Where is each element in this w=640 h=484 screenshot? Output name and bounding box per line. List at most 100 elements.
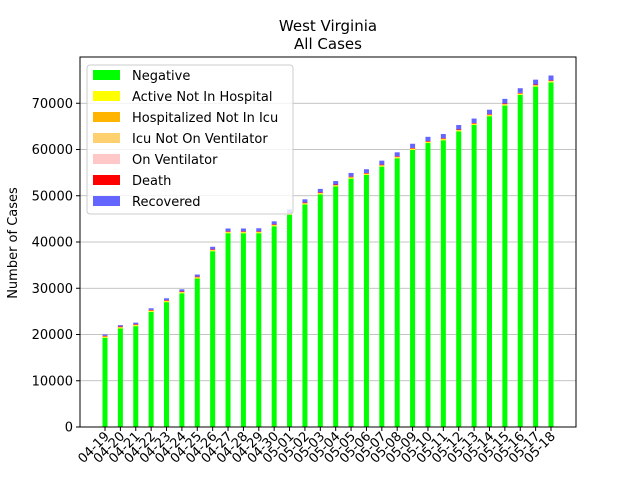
y-tick-label: 50000 xyxy=(32,189,73,204)
legend-entry: Death xyxy=(132,174,171,189)
bar-segment xyxy=(133,324,139,327)
bar-segment xyxy=(302,202,308,204)
bar-segment xyxy=(394,152,400,157)
bar-segment xyxy=(148,308,154,310)
bar-segment xyxy=(179,293,185,427)
bar-segment xyxy=(394,158,400,427)
bar-segment xyxy=(317,192,323,193)
bar-segment xyxy=(317,192,323,195)
bar-segment xyxy=(256,231,262,234)
bar-segment xyxy=(502,103,508,105)
bar-segment xyxy=(517,92,523,94)
bar-segment xyxy=(394,156,400,159)
bar-segment xyxy=(302,204,308,427)
bar-segment xyxy=(363,172,369,174)
bar-segment xyxy=(502,104,508,106)
bar-segment xyxy=(210,246,216,250)
bar-segment xyxy=(533,79,539,85)
bar-segment xyxy=(225,231,231,232)
bar-segment xyxy=(225,228,231,232)
bar-segment xyxy=(471,122,477,124)
bar-segment xyxy=(225,231,231,234)
bar-segment xyxy=(271,224,277,225)
bar-segment xyxy=(410,148,416,150)
bar-segment xyxy=(179,291,185,294)
bar-segment xyxy=(256,231,262,232)
bar-segment xyxy=(517,94,523,428)
bar-segment xyxy=(425,141,431,144)
legend-entry: Icu Not On Ventilator xyxy=(132,132,268,147)
y-tick-label: 30000 xyxy=(32,282,73,297)
bar-segment xyxy=(333,186,339,427)
bar-segment xyxy=(348,177,354,179)
bar-segment xyxy=(240,233,246,427)
legend-swatch xyxy=(93,133,120,143)
bar-segment xyxy=(133,324,139,325)
bar-segment xyxy=(133,326,139,427)
bar-segment xyxy=(440,134,446,139)
bar-segment xyxy=(456,130,462,132)
bar-segment xyxy=(533,85,539,87)
bar-segment xyxy=(164,300,170,303)
bar-segment xyxy=(456,129,462,131)
bar-segment xyxy=(240,231,246,232)
bar-segment xyxy=(179,291,185,292)
bar-segment xyxy=(210,249,216,250)
bar-segment xyxy=(302,199,308,203)
bar-segment xyxy=(533,84,539,86)
y-tick-label: 10000 xyxy=(32,374,73,389)
bar-segment xyxy=(456,131,462,427)
bar-segment xyxy=(548,81,554,83)
bar-segment xyxy=(194,278,200,427)
bar-segment xyxy=(486,114,492,115)
legend-entry: Recovered xyxy=(132,195,201,210)
chart-title-line1: West Virginia xyxy=(279,17,377,35)
bar-segment xyxy=(548,82,554,427)
bar-segment xyxy=(471,124,477,428)
legend-box xyxy=(86,64,294,215)
bar-segment xyxy=(410,143,416,148)
legend: Negative Active Not In Hospital Hospitaliz… xyxy=(86,64,294,215)
legend-entry: Hospitalized Not In Icu xyxy=(132,111,278,126)
bar-segment xyxy=(179,289,185,292)
bar-segment xyxy=(117,328,123,427)
bar-segment xyxy=(394,156,400,157)
bar-segment xyxy=(533,86,539,427)
y-tick-label: 60000 xyxy=(32,143,73,158)
bar-segment xyxy=(225,233,231,427)
bar-segment xyxy=(271,221,277,225)
bars xyxy=(102,75,554,428)
bar-segment xyxy=(117,327,123,329)
bar-segment xyxy=(486,114,492,117)
bar-segment xyxy=(440,138,446,141)
bar-segment xyxy=(210,251,216,427)
bar-segment xyxy=(440,138,446,139)
bar-segment xyxy=(486,109,492,115)
bar-segment xyxy=(148,310,154,312)
y-tick-label: 40000 xyxy=(32,236,73,251)
y-tick-label: 70000 xyxy=(32,97,73,112)
legend-entry: Negative xyxy=(132,69,190,84)
legend-swatch xyxy=(93,112,120,122)
bar-segment xyxy=(194,277,200,279)
legend-swatch xyxy=(93,154,120,164)
bar-segment xyxy=(502,105,508,427)
legend-swatch xyxy=(93,175,120,185)
y-tick-label: 0 xyxy=(65,421,73,436)
bar-segment xyxy=(348,172,354,177)
bar-segment xyxy=(425,143,431,427)
bar-segment xyxy=(379,160,385,165)
bar-segment xyxy=(287,214,293,427)
bar-segment xyxy=(194,274,200,277)
bar-segment xyxy=(271,226,277,427)
legend-swatch xyxy=(93,91,120,101)
bar-segment xyxy=(117,325,123,327)
bar-segment xyxy=(302,203,308,205)
bar-segment xyxy=(240,231,246,234)
bar-segment xyxy=(333,184,339,186)
bar-segment xyxy=(194,276,200,278)
legend-entry: On Ventilator xyxy=(132,153,218,168)
bar-segment xyxy=(102,335,108,337)
